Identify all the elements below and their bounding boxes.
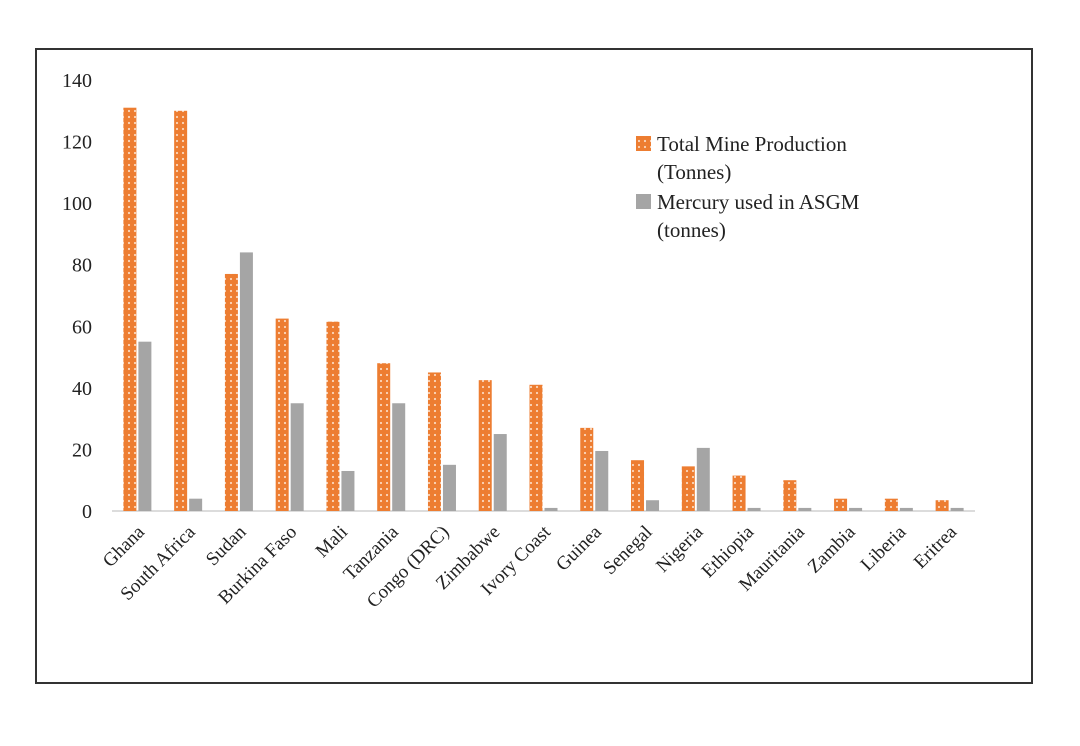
bar-total-mine-production [478, 380, 492, 511]
chart-frame [35, 48, 1033, 684]
y-tick-label: 0 [82, 501, 92, 523]
legend-label: Mercury used in ASGM [657, 190, 860, 214]
bar-total-mine-production [884, 498, 898, 511]
bar-total-mine-production [326, 321, 340, 511]
legend: Total Mine Production (Tonnes) Mercury use… [636, 132, 860, 242]
x-category-label: Eritrea [910, 521, 962, 573]
bar-total-mine-production [123, 107, 137, 511]
bar-total-mine-production [834, 498, 848, 511]
x-category-label: Zambia [804, 521, 860, 577]
y-axis-ticks: 0 20 40 60 80 100 120 140 [62, 70, 92, 523]
y-tick-label: 140 [62, 70, 92, 92]
y-tick-label: 80 [72, 255, 92, 277]
bar-total-mine-production [580, 427, 594, 511]
y-tick-label: 100 [62, 193, 92, 215]
bar-mercury-asgm [341, 470, 355, 511]
y-tick-label: 60 [72, 316, 92, 338]
bar-mercury-asgm [290, 403, 304, 511]
legend-swatch-mercury-asgm [636, 194, 651, 209]
bar-mercury-asgm [747, 507, 761, 511]
bar-total-mine-production [427, 372, 441, 511]
legend-label: (Tonnes) [657, 160, 731, 184]
y-tick-label: 120 [62, 132, 92, 154]
bar-mercury-asgm [798, 507, 812, 511]
bar-total-mine-production [377, 363, 391, 511]
legend-label: (tonnes) [657, 218, 726, 242]
bar-mercury-asgm [392, 403, 406, 511]
bar-mercury-asgm [442, 464, 456, 511]
bar-mercury-asgm [239, 252, 253, 511]
bar-total-mine-production [631, 460, 645, 511]
y-tick-label: 20 [72, 439, 92, 461]
bar-mercury-asgm [899, 507, 913, 511]
x-category-label: Mali [312, 522, 352, 562]
bar-total-mine-production [783, 480, 797, 511]
legend-label: Total Mine Production [657, 132, 847, 156]
bar-total-mine-production [732, 475, 746, 511]
legend-swatch-total-mine-production [636, 136, 651, 151]
x-category-label: Senegal [599, 522, 656, 579]
bar-total-mine-production [174, 110, 188, 512]
bar-total-mine-production [681, 466, 695, 511]
bar-total-mine-production [529, 384, 543, 511]
bar-mercury-asgm [646, 500, 660, 511]
bar-mercury-asgm [696, 447, 710, 511]
bar-mercury-asgm [595, 450, 609, 511]
x-category-label: Liberia [857, 521, 911, 575]
bar-mercury-asgm [544, 507, 558, 511]
bar-total-mine-production [935, 500, 949, 511]
y-tick-label: 40 [72, 378, 92, 400]
x-category-label: Sudan [202, 521, 251, 570]
x-category-label: Guinea [552, 521, 606, 575]
bars [123, 107, 964, 512]
bar-mercury-asgm [849, 507, 863, 511]
bar-mercury-asgm [493, 434, 507, 511]
bar-mercury-asgm [950, 507, 964, 511]
bar-total-mine-production [275, 318, 289, 511]
bar-total-mine-production [224, 273, 238, 511]
bar-mercury-asgm [189, 498, 203, 511]
bar-mercury-asgm [138, 341, 152, 511]
